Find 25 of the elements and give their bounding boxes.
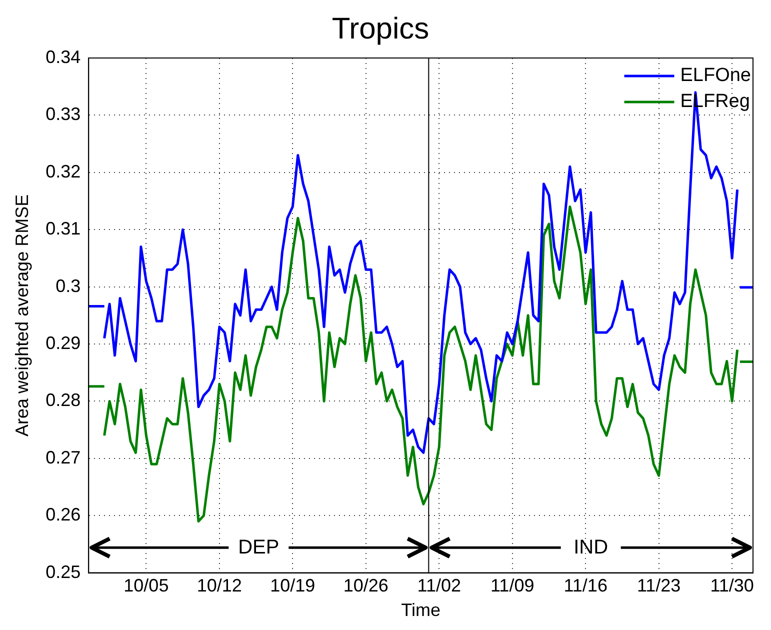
x-tick-label: 10/19 (270, 576, 316, 596)
x-tick-label: 11/16 (564, 576, 608, 596)
y-tick-label: 0.26 (46, 504, 81, 525)
legend-label: ELFOne (680, 65, 752, 86)
annotation: DEP (238, 536, 280, 559)
y-tick-label: 0.32 (46, 161, 81, 182)
y-tick-label: 0.28 (46, 390, 81, 410)
x-tick-label: 11/09 (490, 576, 534, 596)
y-tick-label: 0.3 (56, 276, 81, 296)
x-tick-label: 11/02 (417, 576, 461, 596)
annotation: IND (574, 536, 608, 559)
y-tick-label: 0.25 (46, 562, 81, 582)
chart-title: Tropics (332, 12, 430, 46)
x-tick-label: 11/30 (710, 576, 754, 596)
x-tick-label: 10/05 (124, 576, 169, 596)
x-tick-label: 10/12 (196, 576, 242, 596)
y-tick-label: 0.34 (46, 46, 81, 67)
x-tick-label: 11/23 (636, 576, 681, 596)
y-axis-title: Area weighted average RMSE (12, 194, 32, 436)
y-tick-label: 0.29 (46, 332, 81, 353)
x-tick-label: 10/26 (343, 576, 388, 596)
y-tick-label: 0.31 (46, 218, 81, 239)
x-axis-title: Time (401, 600, 440, 620)
y-tick-label: 0.33 (46, 104, 81, 124)
y-tick-label: 0.27 (46, 447, 81, 468)
